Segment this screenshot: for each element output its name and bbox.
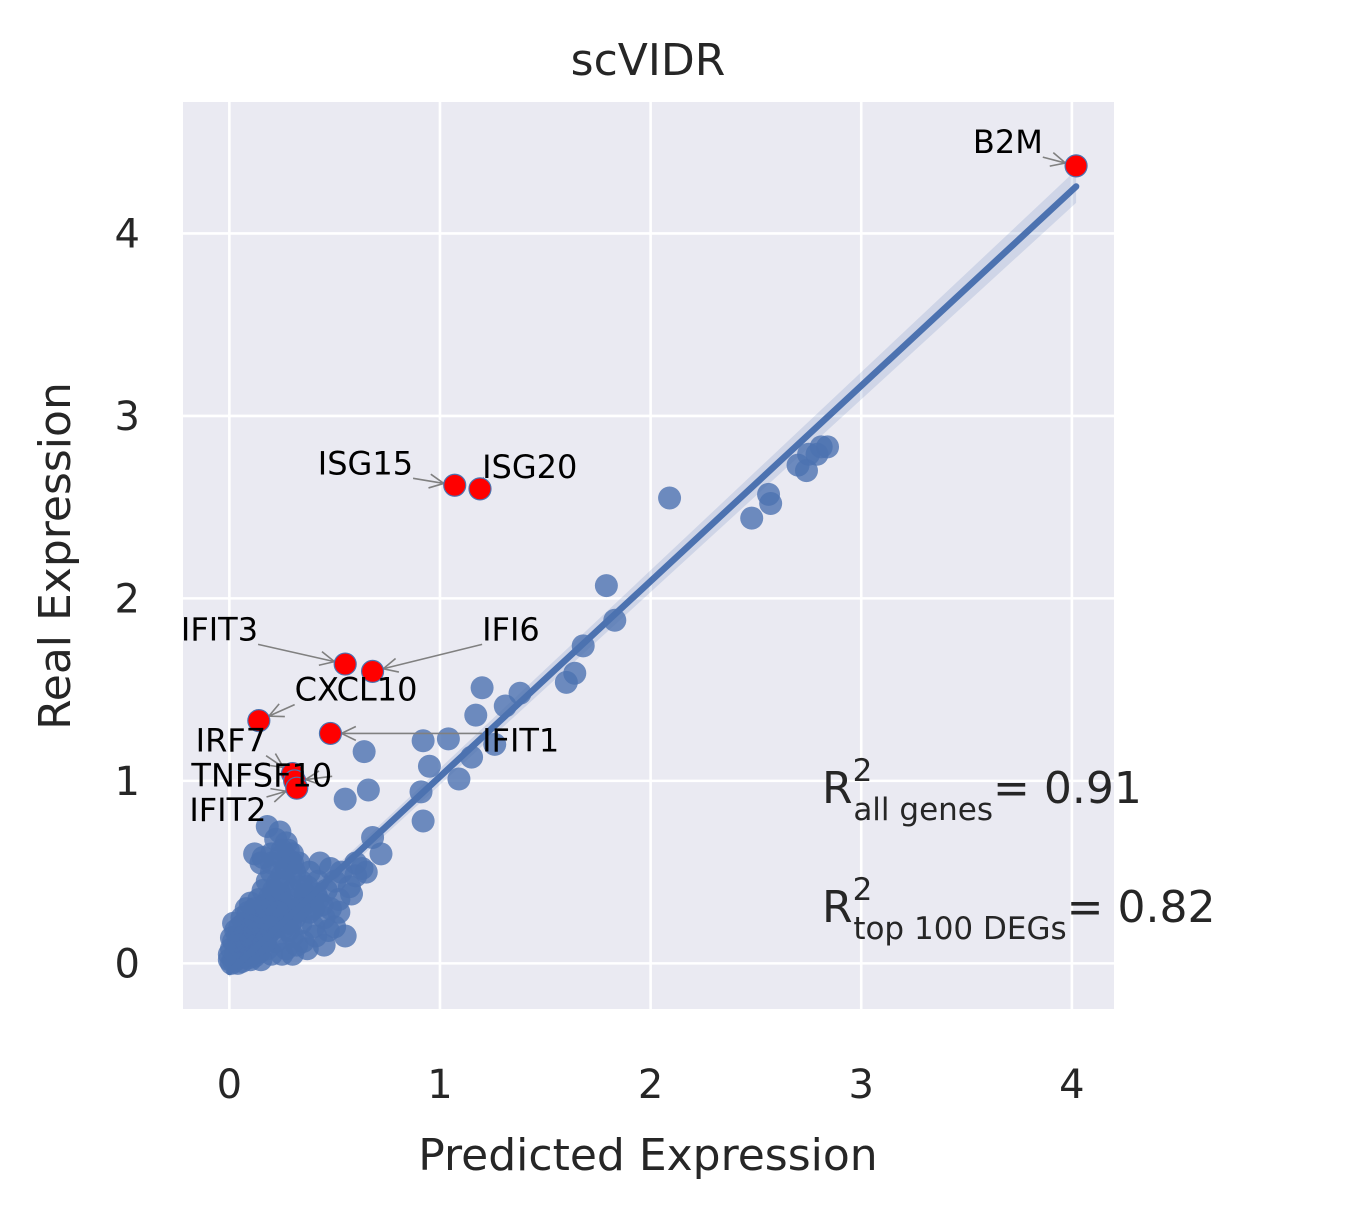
- plot-background: [183, 102, 1114, 1009]
- data-point-147: [268, 820, 292, 844]
- r2-top-sup: 2: [853, 872, 873, 908]
- gene-labels: B2M ISG15 ISG20 IFIT3 IFI6 CXCL10 IFIT1 IRF7TNF…: [181, 123, 1043, 829]
- y-axis-label: Real Expression: [30, 382, 81, 730]
- data-point-11: [603, 608, 627, 632]
- data-point-6: [794, 459, 818, 483]
- data-point-27: [352, 740, 376, 764]
- y-tick-labels: 0 1 2 3 4: [115, 211, 140, 987]
- regression-line-group: [226, 183, 1080, 976]
- grid-lines: [183, 102, 1114, 1009]
- data-point-159: [304, 924, 328, 948]
- r2-all-genes: R2 all genes= 0.91: [822, 753, 1142, 828]
- arrow-line-5: [268, 703, 295, 717]
- r2-top-value: = 0.82: [1067, 882, 1216, 933]
- data-point-1: [740, 506, 764, 530]
- data-point-150: [308, 851, 332, 875]
- highlight-point-ifit1: [318, 721, 343, 746]
- data-point-14: [554, 670, 578, 694]
- arrow-line-0: [1042, 156, 1066, 164]
- data-point-28: [356, 778, 380, 802]
- y-tick-label-2: 2: [115, 576, 140, 622]
- highlight-point-cxcl10: [247, 709, 271, 733]
- gene-label-ifit1: IFIT1: [482, 722, 559, 760]
- data-point-18: [464, 703, 488, 727]
- arrow-line-8: [305, 775, 333, 781]
- data-point-10: [594, 574, 618, 598]
- data-point-29: [333, 787, 357, 811]
- gene-label-b2m: B2M: [973, 123, 1043, 161]
- x-tick-label-0: 0: [217, 1062, 242, 1108]
- arrow-line-7: [265, 755, 284, 769]
- chart-title: scVIDR: [571, 35, 726, 86]
- highlight-point-isg20: [468, 477, 492, 501]
- y-tick-label-4: 4: [115, 211, 140, 257]
- highlight-point-b2m: [1064, 154, 1088, 178]
- data-point-24: [417, 754, 441, 778]
- data-point-141: [350, 856, 374, 880]
- highlight-point-isg15: [443, 473, 467, 497]
- gene-label-ifit2: IFIT2: [189, 791, 266, 829]
- data-point-165: [238, 891, 262, 915]
- x-tick-label-1: 1: [427, 1062, 452, 1108]
- x-tick-label-3: 3: [849, 1062, 874, 1108]
- r2-all-sub: all genes: [853, 792, 993, 828]
- data-point-15: [470, 676, 494, 700]
- gene-label-cxcl10: CXCL10: [295, 671, 418, 709]
- y-tick-label-3: 3: [115, 394, 140, 440]
- x-tick-label-2: 2: [638, 1062, 663, 1108]
- data-point-0: [658, 486, 682, 510]
- r2-all-sup: 2: [853, 753, 873, 789]
- gene-label-tnfsf10: TNFSF10: [190, 756, 332, 794]
- x-axis-label: Predicted Expression: [418, 1130, 877, 1181]
- highlighted-points: [247, 154, 1088, 800]
- data-point-9: [805, 442, 829, 466]
- x-tick-labels: 0 1 2 3 4: [217, 1062, 1085, 1108]
- gene-label-irf7: IRF7: [196, 722, 266, 760]
- y-tick-label-1: 1: [115, 759, 140, 805]
- regression-line: [226, 183, 1080, 976]
- arrow-line-9: [266, 790, 287, 798]
- highlight-point-ifit3: [333, 652, 357, 676]
- data-point-21: [411, 729, 435, 753]
- data-point-155: [327, 900, 351, 924]
- gene-label-isg15: ISG15: [318, 444, 413, 482]
- x-tick-label-4: 4: [1059, 1062, 1084, 1108]
- r2-top-base: R: [822, 882, 853, 933]
- gene-label-ifi6: IFI6: [482, 610, 540, 648]
- r2-all-value: = 0.91: [993, 763, 1142, 814]
- highlight-point-ifi6: [360, 659, 385, 683]
- data-point-26: [411, 809, 435, 833]
- data-point-31: [369, 842, 393, 866]
- y-tick-label-0: 0: [115, 941, 140, 987]
- data-point-23: [447, 767, 471, 791]
- highlight-point-ifit2: [285, 776, 309, 800]
- r2-top-degs: R2 top 100 DEGs= 0.82: [822, 872, 1215, 947]
- r2-all-base: R: [822, 763, 853, 814]
- r2-top-sub: top 100 DEGs: [853, 911, 1066, 947]
- data-points: [217, 435, 840, 975]
- arrow-line-4: [383, 643, 483, 670]
- data-point-3: [759, 491, 783, 515]
- gene-label-ifit3: IFIT3: [181, 610, 258, 648]
- data-point-149: [287, 851, 311, 875]
- data-point-170: [228, 929, 252, 953]
- data-point-22: [436, 727, 460, 751]
- data-point-19: [483, 732, 507, 756]
- gene-label-isg20: ISG20: [482, 448, 577, 486]
- arrow-line-3: [257, 643, 335, 663]
- arrow-line-1: [412, 477, 444, 485]
